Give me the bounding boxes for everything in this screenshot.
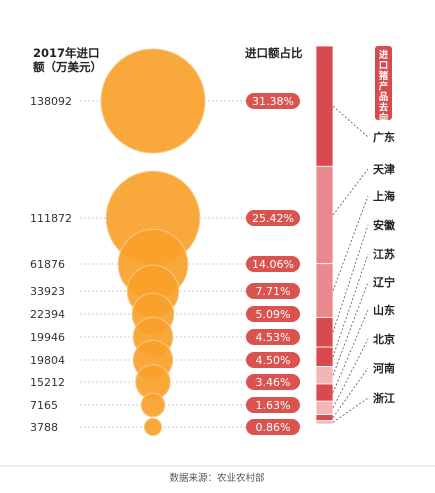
- province-label: 山东: [373, 303, 395, 317]
- pct-label: 3.46%: [256, 376, 291, 389]
- connector-line: [332, 338, 369, 408]
- province-label: 浙江: [373, 391, 395, 405]
- pct-badge: [246, 329, 300, 345]
- amount-label: 19946: [30, 331, 65, 344]
- amount-label: 111872: [30, 212, 72, 225]
- province-label: 辽宁: [373, 275, 395, 289]
- bar-segment-江苏: [315, 346, 334, 368]
- pct-badge: [246, 374, 300, 390]
- bar-segment-河南: [315, 414, 334, 422]
- connector-line: [332, 309, 369, 393]
- amount-label: 3788: [30, 421, 58, 434]
- connector-line: [332, 195, 369, 291]
- amount-title-line2: 额（万美元）: [33, 60, 102, 74]
- bubble-河南: [140, 392, 166, 418]
- amount-title-line1: 2017年进口: [33, 46, 100, 60]
- bar-segment-安徽: [315, 317, 334, 348]
- vertical-legend-char: 去: [379, 102, 389, 114]
- vertical-legend-char: 口: [379, 61, 389, 72]
- chart-headers: 2017年进口 额（万美元） 进口额占比: [33, 46, 303, 74]
- amount-label: 15212: [30, 376, 65, 389]
- connector-line: [332, 397, 369, 423]
- province-label: 江苏: [373, 247, 395, 261]
- share-title: 进口额占比: [245, 46, 303, 60]
- vertical-legend-char: 向: [379, 112, 389, 124]
- bar-segment-天津: [315, 165, 334, 265]
- bubbles-group: [100, 48, 206, 437]
- pct-label: 31.38%: [252, 95, 294, 108]
- pct-badge: [246, 397, 300, 413]
- bubble-浙江: [143, 417, 163, 437]
- connector-lines: [332, 105, 369, 423]
- amount-label: 33923: [30, 285, 65, 298]
- pct-label: 7.71%: [256, 285, 291, 298]
- bar-segment-浙江: [315, 420, 334, 425]
- vertical-legend-char: 猪: [378, 70, 389, 82]
- amount-label: 138092: [30, 95, 72, 108]
- pct-badge: [246, 256, 300, 272]
- pct-badge: [246, 93, 300, 109]
- vertical-legend-char: 品: [379, 92, 389, 103]
- bar-segment-辽宁: [315, 366, 334, 385]
- bar-segment-山东: [315, 383, 334, 402]
- pct-badge: [246, 210, 300, 226]
- bar-segment-北京: [315, 400, 334, 415]
- province-label: 北京: [373, 332, 395, 346]
- amount-label: 22394: [30, 308, 65, 321]
- connector-line: [332, 105, 369, 138]
- pct-label: 1.63%: [256, 399, 291, 412]
- amount-label: 61876: [30, 258, 65, 271]
- province-label: 上海: [373, 189, 395, 203]
- vertical-legend-box: [375, 46, 392, 120]
- bubble-广东: [100, 48, 206, 154]
- province-label: 天津: [373, 162, 395, 176]
- stacked-bar: [315, 45, 334, 425]
- source-note: 数据来源：农业农村部: [169, 472, 264, 484]
- connector-line: [332, 224, 369, 333]
- vertical-legend-char: 进: [379, 49, 389, 61]
- pct-badge: [246, 283, 300, 299]
- pct-label: 14.06%: [252, 258, 294, 271]
- connector-line: [332, 281, 369, 376]
- province-label: 安徽: [373, 218, 396, 232]
- bar-segment-上海: [315, 263, 334, 319]
- bar-segment-广东: [315, 45, 334, 167]
- province-label: 广东: [373, 130, 395, 144]
- pct-badges: 31.38% 25.42% 14.06% 7.71% 5.09% 4.53% 4.50% 3.…: [246, 93, 300, 435]
- pct-badge: [246, 419, 300, 435]
- pct-label: 4.53%: [256, 331, 291, 344]
- pct-badge: [246, 352, 300, 368]
- pct-label: 5.09%: [256, 308, 291, 321]
- vertical-legend-char: 产: [379, 81, 389, 93]
- province-label: 河南: [373, 361, 395, 375]
- amount-labels: 138092 111872 61876 33923 22394 19946 19804 152…: [30, 95, 72, 434]
- connector-line: [332, 168, 369, 216]
- pct-badge: [246, 306, 300, 322]
- pct-label: 0.86%: [256, 421, 291, 434]
- amount-label: 19804: [30, 354, 65, 367]
- amount-label: 7165: [30, 399, 58, 412]
- pct-label: 25.42%: [252, 212, 294, 225]
- pct-label: 4.50%: [256, 354, 291, 367]
- connector-line: [332, 253, 369, 357]
